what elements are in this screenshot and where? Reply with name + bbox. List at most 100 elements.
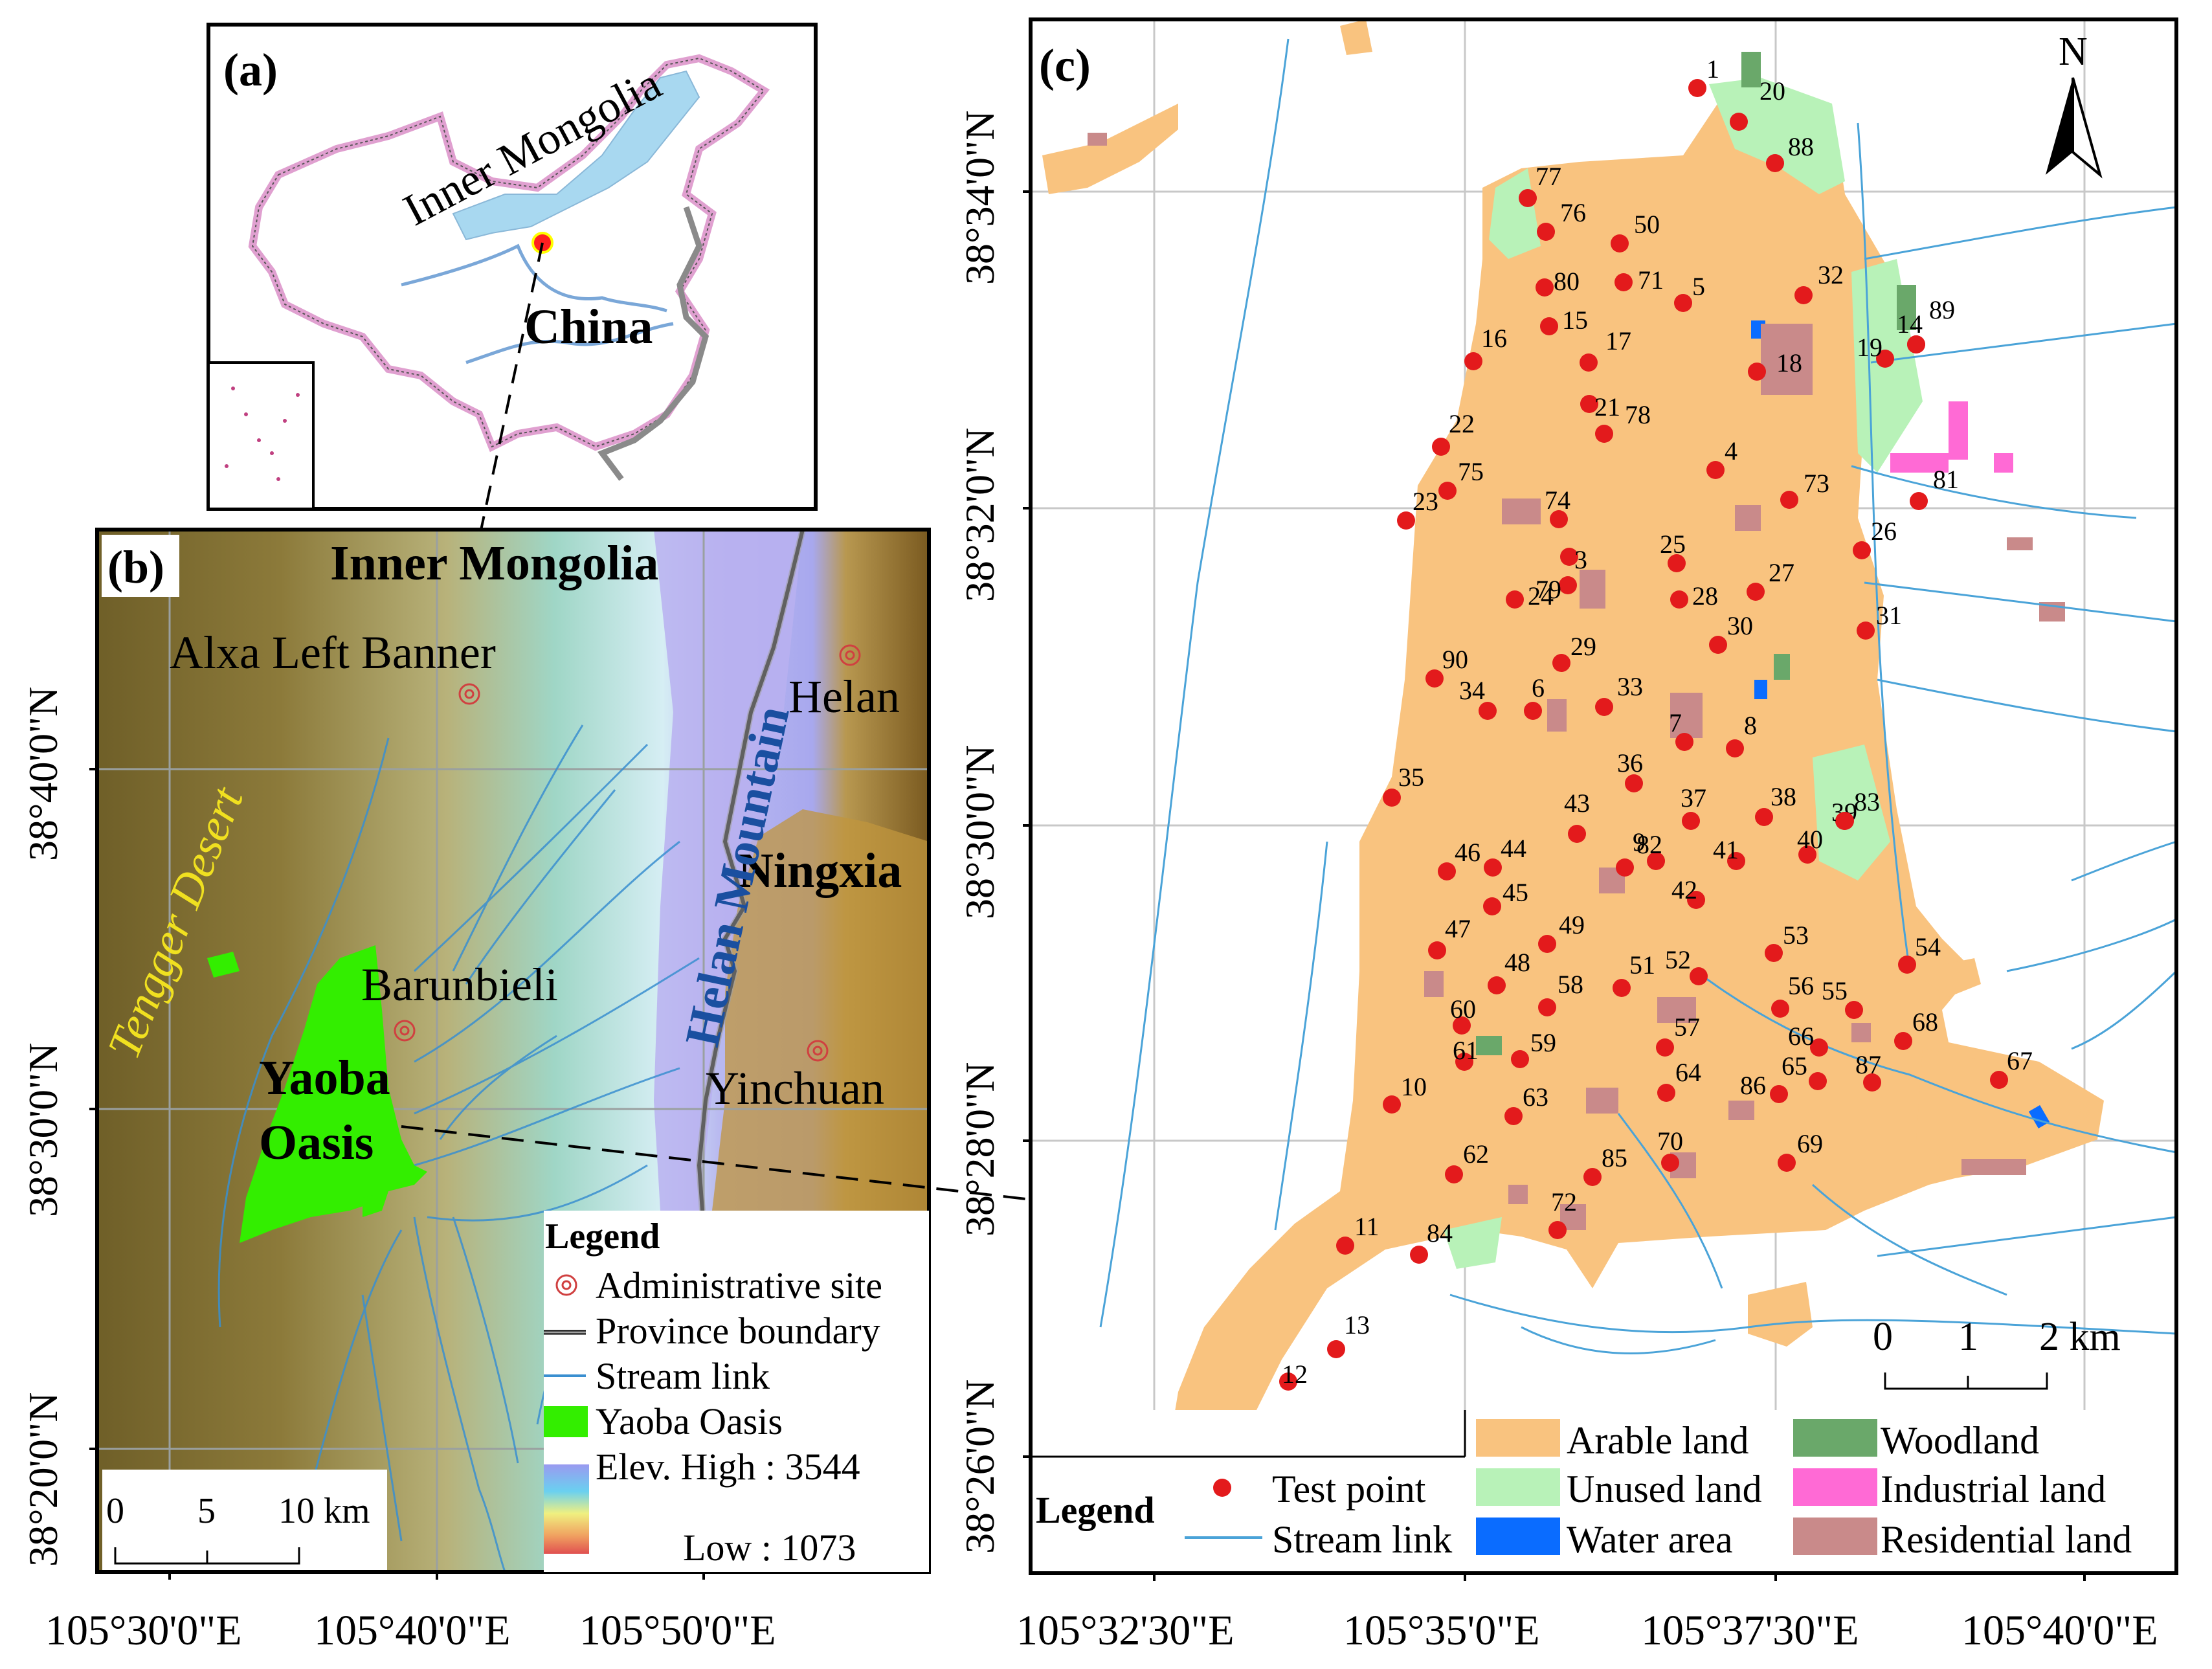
north-arrow-label: N	[2059, 30, 2088, 74]
test-point-label-66: 66	[1788, 1022, 1814, 1051]
test-point-label-41: 41	[1713, 835, 1739, 864]
test-point-57	[1656, 1038, 1674, 1057]
test-point-label-64: 64	[1675, 1058, 1701, 1087]
test-point-label-48: 48	[1504, 948, 1530, 977]
legend-c-title: Legend	[1036, 1489, 1155, 1531]
legend-c-stream: Stream link	[1272, 1518, 1452, 1561]
test-point-label-73: 73	[1804, 469, 1829, 498]
test-point-label-32: 32	[1818, 260, 1844, 289]
test-point-label-3: 3	[1574, 545, 1587, 574]
test-point-23	[1397, 511, 1415, 530]
test-point-29	[1552, 654, 1570, 672]
panel-b-label: (b)	[107, 541, 164, 593]
test-point-label-51: 51	[1629, 950, 1655, 980]
test-point-28	[1670, 590, 1688, 609]
ningxia-plain	[712, 809, 929, 1211]
test-point-69	[1778, 1154, 1796, 1172]
north-arrow: N	[2046, 30, 2103, 179]
test-point-label-59: 59	[1530, 1028, 1556, 1057]
test-point-6	[1524, 702, 1542, 720]
test-point-label-62: 62	[1463, 1139, 1489, 1169]
test-point-47	[1428, 941, 1446, 959]
test-point-81	[1910, 492, 1928, 510]
unused-swatch	[1476, 1468, 1560, 1506]
residential-patches	[1088, 133, 2065, 1230]
test-point-label-42: 42	[1671, 875, 1697, 904]
test-point-label-50: 50	[1634, 210, 1660, 239]
test-point-11	[1336, 1237, 1354, 1255]
test-point-label-89: 89	[1929, 295, 1955, 324]
test-point-60	[1453, 1016, 1471, 1035]
legend-b-elev-high: Elev. High : 3544	[596, 1446, 860, 1488]
test-point-label-47: 47	[1445, 914, 1471, 943]
inner-mongolia-label-b: Inner Mongolia	[330, 536, 658, 590]
test-point-36	[1625, 774, 1643, 792]
test-point-label-6: 6	[1532, 673, 1545, 702]
test-point-18	[1748, 363, 1766, 381]
test-point-label-57: 57	[1674, 1013, 1700, 1042]
test-point-5	[1674, 294, 1692, 312]
test-point-65	[1809, 1072, 1827, 1090]
water-swatch	[1476, 1518, 1560, 1555]
test-point-label-60: 60	[1450, 994, 1476, 1024]
legend-b-title: Legend	[545, 1216, 660, 1257]
test-point-88	[1766, 154, 1784, 172]
test-point-22	[1432, 438, 1450, 456]
test-point-55	[1845, 1001, 1863, 1019]
yaoba-label: Yaoba	[259, 1051, 390, 1105]
test-point-25	[1668, 554, 1686, 572]
test-point-label-78: 78	[1625, 400, 1651, 429]
industrial-swatch	[1793, 1468, 1877, 1506]
test-point-label-10: 10	[1401, 1072, 1427, 1101]
test-point-label-46: 46	[1455, 838, 1480, 867]
test-point-86	[1770, 1085, 1788, 1103]
residential-swatch	[1793, 1518, 1877, 1555]
test-point-label-19: 19	[1857, 333, 1882, 362]
scalebar-c-0: 0	[1873, 1315, 1893, 1359]
test-point-33	[1595, 698, 1613, 716]
admin-site-swatch	[555, 1274, 577, 1296]
panel-b-label-bg	[102, 535, 179, 597]
lon-tick-c-4: 105°40'0"E	[1961, 1607, 2158, 1654]
test-point-44	[1484, 858, 1502, 877]
admin-site-markers	[394, 644, 861, 1062]
test-point-13	[1327, 1340, 1345, 1358]
test-point-label-80: 80	[1554, 267, 1580, 296]
test-point-80	[1536, 278, 1554, 297]
test-point-30	[1709, 636, 1727, 654]
test-point-label-16: 16	[1481, 324, 1507, 353]
test-point-label-72: 72	[1551, 1187, 1577, 1216]
test-point-label-31: 31	[1876, 601, 1902, 630]
lat-tick-b-3: 38°20'0"N	[20, 1393, 66, 1567]
test-point-72	[1548, 1221, 1567, 1239]
province-boundary-gray	[695, 528, 806, 1211]
test-point-label-14: 14	[1897, 309, 1923, 339]
panel-b-frame	[95, 528, 931, 1574]
test-point-label-52: 52	[1665, 945, 1691, 974]
yellow-river	[401, 243, 667, 313]
test-point-label-22: 22	[1449, 409, 1475, 438]
test-point-46	[1438, 862, 1456, 880]
test-point-59	[1511, 1050, 1529, 1068]
scalebar-c	[1884, 1372, 2048, 1390]
test-point-label-26: 26	[1871, 517, 1897, 546]
legend-c-industrial: Industrial land	[1881, 1468, 2106, 1510]
test-point-43	[1568, 825, 1586, 843]
scalebar-b-0: 0	[106, 1491, 124, 1531]
scalebar-c-1: 1	[1958, 1315, 1978, 1359]
test-point-79	[1559, 576, 1577, 594]
alxa-left-banner-label: Alxa Left Banner	[170, 627, 496, 678]
test-point-63	[1504, 1107, 1523, 1125]
test-point-51	[1613, 979, 1631, 997]
test-point-66	[1810, 1038, 1828, 1057]
scalebar-c-2: 2 km	[2039, 1315, 2121, 1359]
lat-tick-c-4: 38°28'0"N	[957, 1062, 1003, 1237]
test-point-31	[1857, 622, 1875, 640]
test-point-4	[1706, 461, 1725, 479]
test-point-12	[1279, 1372, 1297, 1391]
test-point-90	[1425, 669, 1444, 688]
legend-b-elev-low: Low : 1073	[683, 1527, 856, 1569]
legend-b-province: Province boundary	[596, 1310, 880, 1352]
test-point-label-55: 55	[1822, 976, 1848, 1005]
